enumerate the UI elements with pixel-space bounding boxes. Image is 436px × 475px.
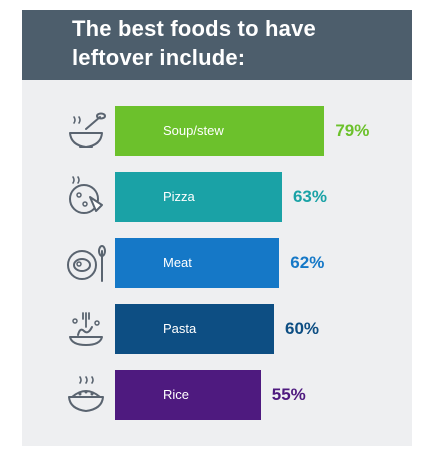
bar: Pasta [115,304,274,354]
category-label: Pizza [163,189,195,204]
pizza-icon [64,175,108,219]
bar-row: Pasta 60% [22,304,412,354]
value-label: 62% [290,253,325,272]
bar-row: Pizza 63% [22,172,412,222]
bar-row: Meat 62% [22,238,412,288]
rice-bowl-icon [64,373,108,417]
category-label: Rice [163,387,190,402]
title-line-1: The best foods to have [72,16,316,41]
pasta-plate-icon [64,307,108,351]
value-label: 79% [335,121,370,140]
infographic-card: The best foods to have leftover include:… [22,10,412,446]
bar-row: Soup/stew 79% [22,106,412,156]
category-label: Pasta [163,321,197,336]
bar: Meat [115,238,280,288]
chart-title: The best foods to have leftover include: [72,14,392,72]
title-line-2: leftover include: [72,45,246,70]
bar: Pizza [115,172,282,222]
value-label: 63% [292,187,327,206]
meat-plate-icon [64,241,108,285]
soup-bowl-icon [64,109,108,153]
header-banner: The best foods to have leftover include: [22,10,412,80]
bar: Rice [115,370,261,420]
bar-row: Rice 55% [22,370,412,420]
value-label: 60% [285,319,320,338]
value-label: 55% [271,385,306,404]
bar: Soup/stew [115,106,325,156]
category-label: Soup/stew [163,123,224,138]
category-label: Meat [163,255,192,270]
